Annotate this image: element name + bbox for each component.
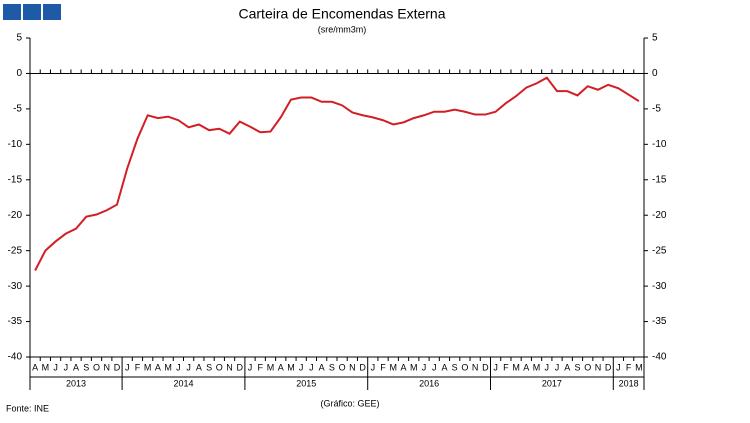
x-tick-label: D: [359, 362, 366, 372]
x-tick-label: J: [422, 362, 427, 372]
x-tick-label: F: [258, 362, 264, 372]
logo-square: [43, 4, 61, 20]
x-tick-label: M: [390, 362, 398, 372]
year-label: 2016: [419, 378, 439, 388]
x-tick-label: A: [401, 362, 407, 372]
credit: (Gráfico: GEE): [320, 398, 379, 408]
y2-tick-label: -25: [652, 245, 667, 256]
source: Fonte: INE: [6, 403, 49, 413]
y2-tick-label: -35: [652, 316, 667, 327]
x-tick-label: A: [523, 362, 529, 372]
x-tick-label: A: [278, 362, 284, 372]
x-tick-label: J: [248, 362, 253, 372]
x-tick-label: D: [114, 362, 121, 372]
x-tick-label: D: [482, 362, 489, 372]
x-tick-label: D: [237, 362, 244, 372]
x-tick-label: J: [186, 362, 191, 372]
x-tick-label: J: [125, 362, 130, 372]
x-tick-label: J: [309, 362, 314, 372]
line-series: [34, 76, 640, 271]
x-tick-label: M: [42, 362, 50, 372]
y2-tick-label: -10: [652, 139, 667, 150]
x-tick-label: M: [144, 362, 152, 372]
x-tick-label: J: [64, 362, 69, 372]
x-tick-label: J: [545, 362, 550, 372]
year-label: 2015: [296, 378, 316, 388]
x-tick-label: M: [635, 362, 643, 372]
x-tick-label: J: [371, 362, 376, 372]
chart-title: Carteira de Encomendas Externa: [239, 6, 446, 22]
y2-tick-label: -40: [652, 352, 667, 363]
y-tick-label: -5: [13, 104, 22, 115]
x-tick-label: O: [93, 362, 100, 372]
x-tick-label: N: [472, 362, 479, 372]
x-tick-label: N: [595, 362, 602, 372]
y-tick-label: 5: [16, 33, 22, 44]
x-tick-label: J: [555, 362, 560, 372]
x-tick-label: M: [533, 362, 541, 372]
x-tick-label: O: [461, 362, 468, 372]
year-label: 2018: [619, 378, 639, 388]
y-tick-label: -15: [8, 174, 23, 185]
x-tick-label: M: [267, 362, 275, 372]
x-tick-label: S: [206, 362, 212, 372]
x-tick-label: D: [605, 362, 612, 372]
x-tick-label: M: [410, 362, 418, 372]
year-label: 2017: [542, 378, 562, 388]
x-tick-label: M: [512, 362, 520, 372]
x-tick-label: J: [493, 362, 498, 372]
y2-tick-label: -15: [652, 174, 667, 185]
chart-subtitle: (sre/mm3m): [318, 24, 367, 34]
x-tick-label: S: [83, 362, 89, 372]
y2-tick-label: 5: [652, 33, 658, 44]
logo-square: [23, 4, 41, 20]
x-tick-label: S: [574, 362, 580, 372]
y2-tick-label: -5: [652, 104, 661, 115]
x-tick-label: M: [287, 362, 295, 372]
x-tick-label: F: [503, 362, 509, 372]
y-tick-label: -30: [8, 281, 23, 292]
x-tick-label: N: [226, 362, 233, 372]
x-tick-label: M: [164, 362, 172, 372]
y-tick-label: -40: [8, 352, 23, 363]
x-tick-label: J: [616, 362, 621, 372]
x-tick-label: A: [73, 362, 79, 372]
y-tick-label: 0: [16, 68, 22, 79]
y-tick-label: -20: [8, 210, 23, 221]
x-tick-label: F: [380, 362, 386, 372]
x-tick-label: J: [432, 362, 437, 372]
x-tick-label: J: [53, 362, 58, 372]
x-tick-label: F: [135, 362, 141, 372]
x-tick-label: O: [216, 362, 223, 372]
x-tick-label: A: [564, 362, 570, 372]
y-tick-label: -25: [8, 245, 23, 256]
year-label: 2013: [66, 378, 86, 388]
y-tick-label: -35: [8, 316, 23, 327]
y2-tick-label: 0: [652, 68, 658, 79]
y2-tick-label: -30: [652, 281, 667, 292]
x-tick-label: N: [104, 362, 111, 372]
x-tick-label: O: [339, 362, 346, 372]
x-tick-label: A: [319, 362, 325, 372]
x-tick-label: A: [441, 362, 447, 372]
x-tick-label: A: [32, 362, 38, 372]
logo-square: [3, 4, 21, 20]
x-tick-label: J: [299, 362, 304, 372]
y-tick-label: -10: [8, 139, 23, 150]
x-tick-label: N: [349, 362, 356, 372]
x-tick-label: S: [329, 362, 335, 372]
x-tick-label: A: [155, 362, 161, 372]
y2-tick-label: -20: [652, 210, 667, 221]
x-tick-label: J: [176, 362, 181, 372]
x-tick-label: F: [626, 362, 632, 372]
x-tick-label: S: [452, 362, 458, 372]
x-tick-label: O: [584, 362, 591, 372]
year-label: 2014: [173, 378, 193, 388]
x-tick-label: A: [196, 362, 202, 372]
